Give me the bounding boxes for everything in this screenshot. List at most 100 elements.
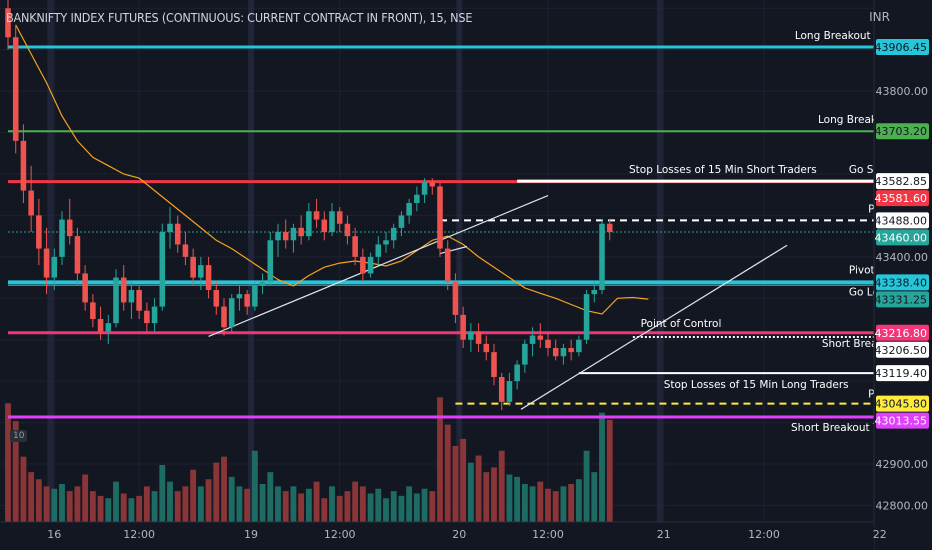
candle-body (429, 182, 436, 187)
volume-bar (236, 486, 243, 522)
candle-body (43, 248, 50, 278)
price-badge-label: 43460.00 (875, 231, 928, 244)
candle-body (275, 232, 281, 241)
time-axis-tick: 22 (873, 528, 887, 541)
volume-bar (97, 495, 104, 522)
volume-bar (151, 491, 158, 522)
volume-bar (167, 481, 173, 522)
volume-badge: 10 (10, 430, 28, 442)
volume-bar (606, 419, 613, 522)
price-badge-label: 43206.50 (875, 344, 928, 357)
candle-body (444, 248, 451, 282)
time-axis-tick: 12:00 (123, 528, 155, 541)
volume-bar (82, 474, 89, 522)
volume-bar (51, 488, 58, 522)
price-badge (876, 412, 929, 429)
volume-bar (506, 474, 513, 522)
candle-body (498, 377, 505, 402)
volume-bar (475, 455, 482, 522)
candle-body (375, 244, 382, 257)
volume-bar (452, 446, 459, 522)
time-axis (0, 522, 874, 550)
volume-bar (460, 438, 467, 522)
candle-body (522, 343, 528, 365)
price-badge (876, 341, 929, 358)
candle-body (267, 240, 274, 282)
volume-bar (221, 456, 227, 522)
candle-body (583, 294, 590, 340)
volume-bar (251, 450, 258, 522)
candle-body (5, 8, 11, 38)
candle-body (105, 323, 112, 332)
volume-bar (398, 495, 405, 522)
candle-body (406, 203, 412, 216)
candle-body (198, 265, 204, 278)
level-name-label: Stop Losses of 15 Min Short Traders (629, 164, 817, 176)
trendline (439, 245, 468, 255)
volume-bar (174, 491, 181, 522)
trendline (208, 194, 549, 337)
session-separator (456, 0, 463, 522)
candle-body (560, 348, 567, 357)
candle-body (221, 306, 227, 328)
volume-bar (120, 493, 127, 522)
volume-bar (305, 488, 312, 522)
candle-body (306, 211, 312, 237)
candle-body (552, 348, 559, 357)
candle-body (182, 244, 189, 257)
volume-bar (444, 424, 451, 522)
session-separator (47, 0, 54, 522)
volume-bar (128, 498, 135, 522)
candle-body (568, 348, 574, 353)
price-badge-label: 43045.80 (875, 398, 928, 411)
currency-label[interactable]: INR (869, 10, 890, 24)
volume-bar (498, 450, 505, 522)
volume-bar (298, 493, 305, 522)
price-badge-label: 43488.00 (875, 214, 928, 227)
candle-body (82, 273, 88, 303)
price-badge (876, 123, 929, 140)
trendline (520, 244, 788, 410)
volume-bar (12, 421, 19, 522)
volume-bar (406, 486, 413, 522)
volume-bar (591, 472, 598, 522)
price-badge (876, 274, 929, 291)
volume-bar (213, 462, 220, 522)
candle-body (591, 290, 598, 295)
volume-bar (413, 493, 420, 522)
volume-bar (568, 484, 575, 522)
volume-bar (383, 498, 389, 522)
volume-bar (521, 484, 528, 522)
volume-bar (89, 491, 96, 522)
price-badge (876, 212, 929, 229)
volume-bar (159, 465, 166, 522)
time-axis-tick: 20 (452, 528, 466, 541)
candle-body (336, 211, 343, 224)
volume-bar (197, 486, 204, 522)
candle-body (190, 256, 196, 278)
candle-body (290, 227, 297, 241)
level-name-label: Pivot (849, 264, 875, 276)
candle-body (367, 256, 374, 274)
candle-body (390, 227, 397, 241)
candle-body (205, 265, 212, 290)
candle-body (483, 343, 490, 353)
volume-bar (20, 456, 27, 522)
price-badge (876, 190, 929, 207)
volume-bar (390, 491, 397, 522)
candle-body (313, 211, 320, 220)
volume-bar (375, 488, 382, 522)
candle-body (236, 294, 243, 299)
price-badge (876, 395, 929, 412)
volume-bar (267, 472, 274, 522)
volume-bar (583, 450, 590, 522)
candle-body (159, 232, 166, 307)
volume-bar (275, 486, 281, 522)
volume-bar (599, 412, 605, 522)
volume-bar (228, 476, 235, 522)
volume-bar (359, 486, 366, 522)
candle-body (514, 364, 520, 382)
candle-body (252, 285, 258, 307)
price-axis-tick: 43800.00 (876, 85, 929, 98)
